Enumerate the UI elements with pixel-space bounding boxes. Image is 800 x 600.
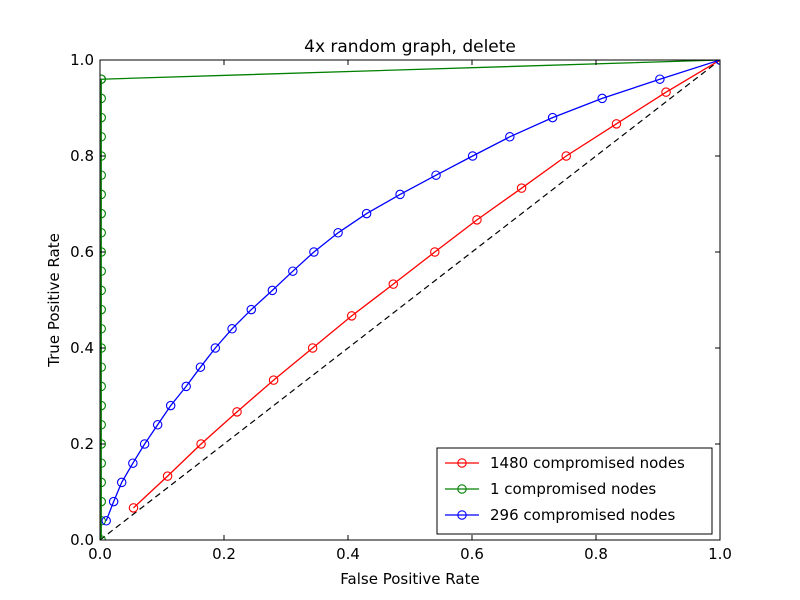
series-2-point-9 (210, 343, 221, 353)
series-0-point-9 (472, 215, 482, 225)
series-0-point-12 (611, 119, 622, 129)
series-2-point-1 (108, 496, 119, 507)
series-1-point-10 (100, 343, 106, 353)
series-1-point-1 (100, 516, 106, 526)
series-2-point-23 (655, 74, 665, 84)
series-0-point-2 (196, 439, 206, 449)
series-2-point-17 (395, 189, 405, 200)
series-2-point-8 (195, 362, 206, 372)
series-1-point-2 (100, 496, 106, 507)
series-0-point-7 (388, 279, 399, 289)
legend-label-2: 296 compromised nodes (490, 506, 676, 524)
series-1-point-18 (100, 189, 106, 200)
series-0-point-5 (307, 343, 318, 353)
series-2-point-22 (597, 93, 607, 104)
legend-marker-1 (457, 484, 467, 494)
x-tick-label: 0.4 (336, 545, 360, 563)
series-1-point-4 (100, 458, 106, 468)
series-2-point-13 (288, 266, 298, 276)
series-0-point-0 (128, 503, 139, 513)
legend-label-1: 1 compromised nodes (490, 480, 656, 498)
legend: 1480 compromised nodes 1 compromised node… (436, 447, 713, 535)
series-1-point-9 (100, 362, 106, 372)
series-2-point-20 (505, 132, 515, 142)
x-tick-label: 1.0 (708, 545, 732, 563)
x-tick-label: 0.8 (584, 545, 608, 563)
plot-series (100, 60, 720, 540)
series-1-point-20 (100, 151, 106, 161)
series-1-point-22 (100, 112, 106, 123)
series-2-point-0 (101, 516, 111, 526)
series-1-point-6 (100, 420, 106, 430)
plot-area (99, 59, 721, 541)
series-2-point-10 (227, 324, 237, 334)
y-tick-label: 0.0 (70, 531, 94, 549)
axes-frame (99, 59, 721, 541)
series-2-point-21 (547, 112, 558, 123)
series-2-point-15 (333, 228, 343, 238)
series-1-point-17 (100, 208, 106, 219)
series-2-point-3 (128, 458, 138, 468)
series-2-point-2 (116, 477, 127, 488)
y-tick-label: 0.4 (70, 339, 94, 357)
series-0-point-6 (346, 311, 357, 321)
series-line-2 (105, 60, 720, 522)
series-1-point-16 (100, 228, 106, 238)
series-2-point-16 (361, 208, 372, 219)
legend-box (436, 447, 713, 535)
y-tick-label: 1.0 (70, 51, 94, 69)
x-tick-label: 0.2 (212, 545, 236, 563)
series-0-point-8 (430, 247, 440, 257)
series-2-point-5 (152, 420, 163, 430)
series-2-point-11 (246, 304, 257, 315)
series-1-point-13 (100, 285, 106, 296)
series-1-point-23 (100, 93, 106, 104)
x-tick-label: 0.6 (460, 545, 484, 563)
series-1-point-15 (100, 247, 106, 257)
series-1-point-11 (100, 324, 106, 334)
series-2-point-18 (431, 170, 441, 180)
series-1-point-19 (100, 170, 106, 180)
series-0-point-3 (232, 407, 242, 417)
series-1-point-12 (100, 304, 106, 315)
series-2-point-14 (309, 247, 319, 257)
legend-marker-0 (457, 458, 467, 468)
x-axis-label: False Positive Rate (340, 570, 479, 588)
y-axis-label: True Positive Rate (45, 233, 63, 368)
series-0-point-4 (268, 375, 279, 385)
series-0-point-13 (661, 87, 671, 97)
series-0-point-11 (561, 151, 571, 161)
series-1-point-14 (100, 266, 106, 276)
reference-diagonal-line (100, 60, 720, 540)
y-tick-label: 0.8 (70, 147, 94, 165)
y-tick-label: 0.6 (70, 243, 94, 261)
series-0-point-10 (516, 183, 527, 193)
legend-label-0: 1480 compromised nodes (490, 454, 685, 472)
series-line-0 (133, 60, 720, 509)
x-tick-label: 0.0 (88, 545, 112, 563)
series-1-point-7 (100, 400, 106, 411)
series-2-point-12 (267, 285, 278, 296)
series-1-point-21 (100, 132, 106, 142)
y-tick-label: 0.2 (70, 435, 94, 453)
chart-title: 4x random graph, delete (304, 37, 516, 57)
series-1-point-8 (100, 381, 106, 392)
series-1-point-5 (100, 439, 106, 449)
series-0-point-1 (162, 471, 173, 481)
series-2-point-4 (139, 439, 150, 449)
legend-marker-2 (457, 510, 467, 520)
series-1-point-25 (100, 74, 106, 84)
series-2-point-6 (165, 400, 176, 411)
series-2-point-19 (467, 151, 478, 161)
y-axis-ticks: 0.0 0.2 0.4 0.6 0.8 1.0 (70, 51, 720, 549)
series-1-point-3 (100, 477, 106, 488)
x-axis-ticks: 0.0 0.2 0.4 0.6 0.8 1.0 (88, 60, 732, 563)
series-2-point-7 (181, 381, 191, 392)
series-line-1 (100, 60, 720, 540)
